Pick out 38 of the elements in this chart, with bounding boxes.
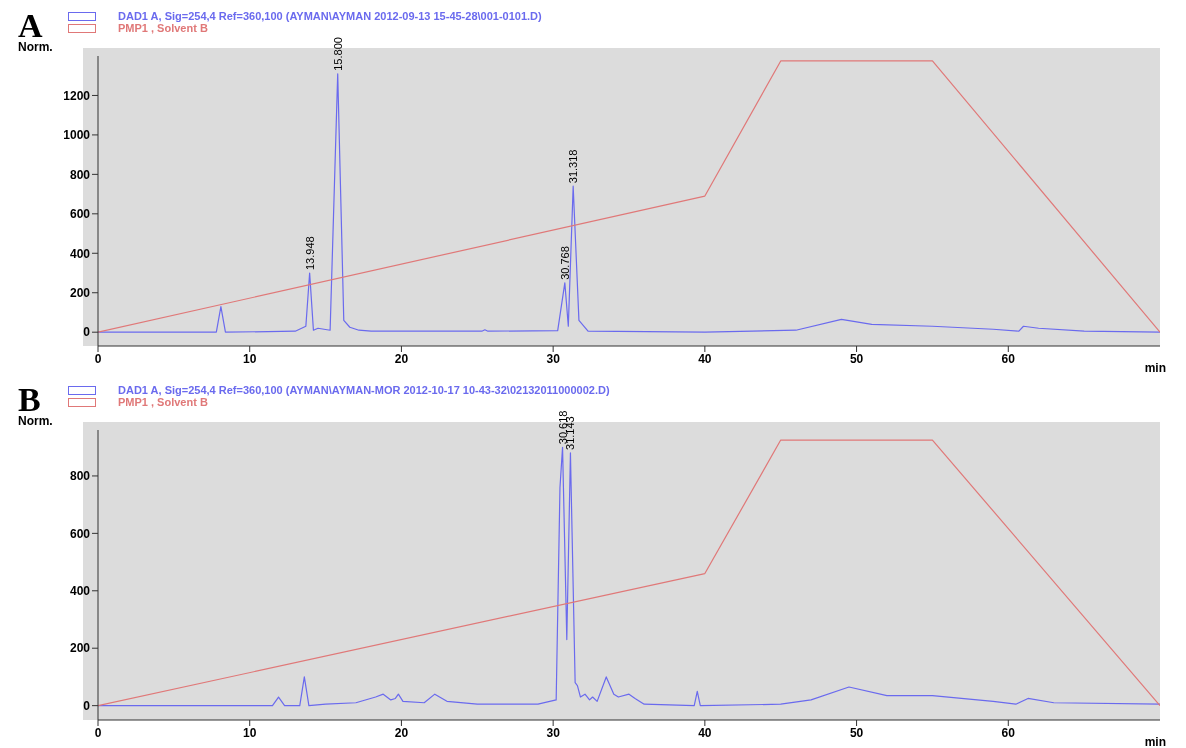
annotation: 31.318 — [567, 149, 580, 184]
y-tick-label: 0 — [83, 698, 91, 713]
legend-label: PMP1 , Solvent B — [118, 22, 208, 34]
x-tick-label: 40 — [698, 725, 712, 740]
annotation: 15.800 — [331, 37, 344, 71]
x-tick-label: 0 — [94, 351, 102, 366]
y-tick-label: 1000 — [63, 128, 91, 143]
y-tick-label: 200 — [69, 641, 91, 656]
y-tick-label: 800 — [69, 469, 91, 484]
legend-label: DAD1 A, Sig=254,4 Ref=360,100 (AYMAN\AYMAN 2012-09-13 15-45-28\001-0101.D) — [118, 10, 542, 22]
x-tick-label: 50 — [849, 351, 864, 366]
annotation: 13.948 — [303, 236, 316, 271]
legend-label: DAD1 A, Sig=254,4 Ref=360,100 (AYMAN\AYMAN-MOR 2012-10-17 10-43-32\02132011000002.D) — [118, 384, 610, 396]
x-tick-label: 0 — [94, 725, 102, 740]
y-axis-title: Norm. — [18, 39, 53, 54]
annotation: 30.768 — [558, 246, 571, 280]
x-axis-title: min — [1144, 735, 1166, 748]
x-tick-label: 20 — [394, 351, 409, 366]
x-tick-label: 10 — [243, 351, 257, 366]
x-tick-label: 30 — [546, 351, 561, 366]
y-tick-label: 200 — [69, 285, 91, 300]
y-tick-label: 800 — [69, 167, 91, 182]
y-tick-label: 600 — [69, 526, 91, 541]
x-tick-label: 30 — [546, 725, 561, 740]
x-tick-label: 10 — [243, 725, 257, 740]
y-axis-title: Norm. — [18, 413, 53, 428]
y-tick-label: 600 — [69, 207, 91, 222]
y-tick-label: 0 — [83, 325, 91, 340]
y-tick-label: 400 — [69, 584, 91, 599]
x-tick-label: 60 — [1001, 725, 1016, 740]
y-tick-label: 1200 — [63, 88, 91, 103]
x-tick-label: 50 — [849, 725, 864, 740]
x-tick-label: 20 — [394, 725, 409, 740]
y-tick-label: 400 — [69, 246, 91, 261]
legend-label: PMP1 , Solvent B — [118, 396, 208, 408]
x-tick-label: 40 — [698, 351, 712, 366]
x-tick-label: 60 — [1001, 351, 1016, 366]
x-axis-title: min — [1144, 361, 1166, 375]
